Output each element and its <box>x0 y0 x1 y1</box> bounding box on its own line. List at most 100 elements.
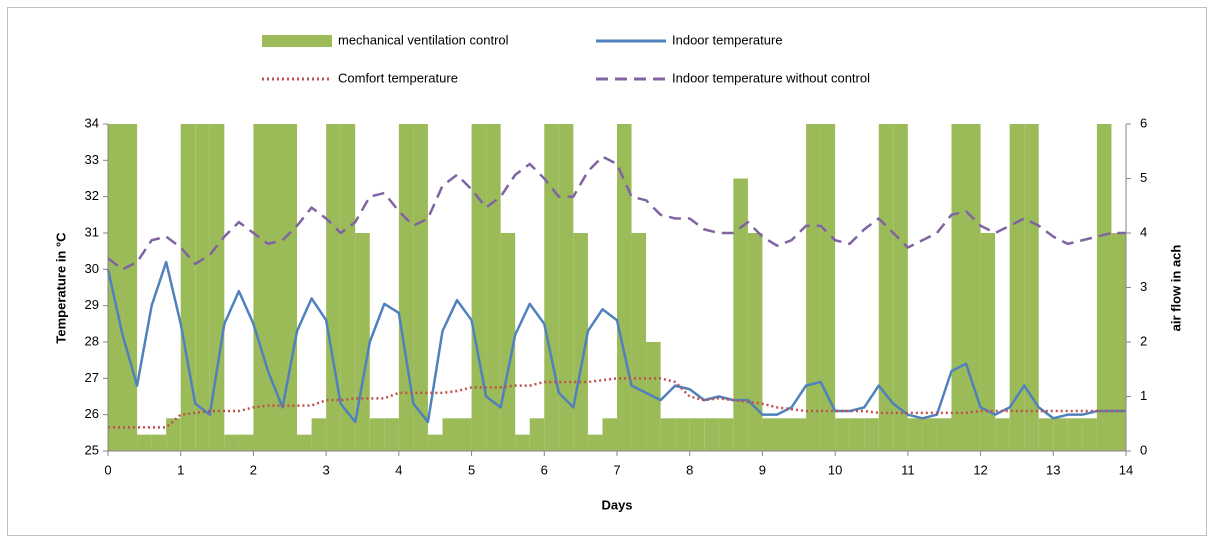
bar <box>282 124 298 451</box>
x-tick-label: 2 <box>250 462 257 477</box>
bar <box>951 124 967 451</box>
bar <box>369 418 385 451</box>
x-tick-label: 3 <box>323 462 330 477</box>
bar <box>675 418 690 451</box>
bar <box>544 124 559 451</box>
y-tick-label: 29 <box>85 297 99 312</box>
bar <box>558 124 574 451</box>
bar <box>224 434 239 451</box>
x-tick-label: 12 <box>973 462 987 477</box>
bar <box>413 124 428 451</box>
bar <box>791 418 807 451</box>
line-series <box>106 260 1126 424</box>
y-tick-label: 28 <box>85 333 99 348</box>
bar <box>195 124 210 451</box>
legend-label: mechanical ventilation control <box>338 32 509 47</box>
bar <box>878 124 894 451</box>
y2-tick-label: 2 <box>1140 333 1147 348</box>
bar <box>180 124 196 451</box>
x-tick-label: 9 <box>759 462 766 477</box>
bar <box>660 418 676 451</box>
bar <box>747 233 763 451</box>
line-series <box>108 377 1126 429</box>
bar <box>137 434 152 451</box>
bar <box>893 124 908 451</box>
x-tick-label: 8 <box>686 462 693 477</box>
bar <box>806 124 821 451</box>
bar <box>1009 124 1025 451</box>
bar <box>1024 124 1039 451</box>
y2-tick-label: 4 <box>1140 224 1147 239</box>
bar <box>1082 418 1097 451</box>
bar <box>326 124 341 451</box>
x-tick-label: 7 <box>613 462 620 477</box>
bar <box>238 434 254 451</box>
y2-tick-label: 5 <box>1140 170 1147 185</box>
bar <box>995 418 1010 451</box>
y-tick-label: 26 <box>85 406 99 421</box>
bar <box>617 124 632 451</box>
bar <box>151 434 167 451</box>
bar <box>718 418 734 451</box>
bar <box>311 418 327 451</box>
bar <box>936 418 952 451</box>
bar <box>457 418 472 451</box>
line-series <box>107 155 1126 271</box>
bar <box>1096 124 1112 451</box>
bar <box>966 124 981 451</box>
legend-label: Comfort temperature <box>338 70 458 85</box>
legend-label: Indoor temperature <box>672 32 783 47</box>
y-tick-label: 31 <box>85 224 99 239</box>
bar <box>631 233 647 451</box>
bar <box>267 124 283 451</box>
x-tick-label: 6 <box>541 462 548 477</box>
bar <box>340 124 356 451</box>
legend-swatch <box>262 35 332 47</box>
bar <box>689 418 705 451</box>
x-tick-label: 0 <box>104 462 111 477</box>
bar <box>864 418 879 451</box>
bar <box>573 233 588 451</box>
bar <box>398 124 414 451</box>
bar <box>704 418 719 451</box>
y-tick-label: 32 <box>85 188 99 203</box>
bar <box>980 233 996 451</box>
bar <box>253 124 268 451</box>
y2-tick-label: 1 <box>1140 388 1147 403</box>
bar <box>442 418 458 451</box>
bar <box>500 233 516 451</box>
y2-tick-label: 6 <box>1140 115 1147 130</box>
bar <box>820 124 836 451</box>
bar <box>166 418 181 451</box>
y-tick-label: 27 <box>85 370 99 385</box>
bar <box>907 418 923 451</box>
bar <box>922 418 937 451</box>
bar <box>108 124 123 451</box>
x-axis-label: Days <box>601 497 632 512</box>
x-tick-label: 10 <box>828 462 842 477</box>
bar <box>297 434 312 451</box>
bar <box>587 434 603 451</box>
y-tick-label: 33 <box>85 152 99 167</box>
y-tick-label: 30 <box>85 261 99 276</box>
bar <box>1111 233 1126 451</box>
bar <box>384 418 399 451</box>
x-tick-label: 11 <box>901 462 915 477</box>
y2-tick-label: 3 <box>1140 279 1147 294</box>
bar <box>1038 418 1054 451</box>
bar <box>1067 418 1083 451</box>
bar <box>602 418 617 451</box>
y2-tick-label: 0 <box>1140 442 1147 457</box>
bar <box>1053 418 1068 451</box>
x-tick-label: 5 <box>468 462 475 477</box>
bar <box>529 418 545 451</box>
bar <box>835 418 850 451</box>
bar <box>776 418 792 451</box>
bar <box>762 418 777 451</box>
bar <box>733 178 748 451</box>
y-axis-label: Temperature in °C <box>53 232 68 344</box>
bar <box>515 434 530 451</box>
x-tick-label: 14 <box>1119 462 1133 477</box>
y-tick-label: 25 <box>85 442 99 457</box>
